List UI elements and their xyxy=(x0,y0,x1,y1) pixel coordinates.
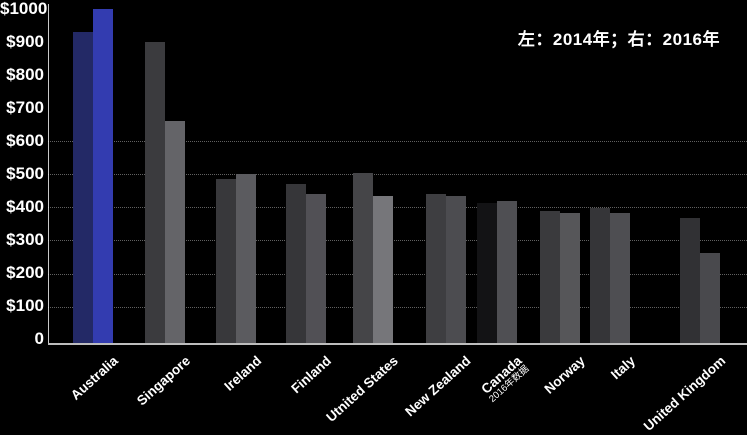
gridline-300 xyxy=(48,240,747,242)
x-label-italy: Italy xyxy=(608,353,638,382)
x-label-text: Italy xyxy=(607,353,639,383)
y-tick-label: $400 xyxy=(6,197,44,216)
x-label-canada: Canada 2016年数据 xyxy=(478,353,532,405)
x-label-text: United Kingdom xyxy=(640,353,729,434)
gridline-500 xyxy=(48,174,747,175)
bar-ireland-2016 xyxy=(236,174,256,343)
gridline-200 xyxy=(48,273,747,275)
y-tick-label: $300 xyxy=(6,230,44,249)
bar-australia-2014 xyxy=(73,32,93,343)
bar-finland-2014 xyxy=(286,184,306,343)
x-label-text: Norway xyxy=(541,353,589,397)
y-tick-label: $600 xyxy=(6,131,44,150)
x-label-text: Ireland xyxy=(221,353,265,394)
x-label-ireland: Ireland xyxy=(221,353,264,394)
x-axis-line xyxy=(48,343,747,345)
x-label-new-zealand: New Zealand xyxy=(403,353,474,419)
y-tick-label: $200 xyxy=(6,263,44,282)
x-label-utnited-states: Utnited States xyxy=(324,353,401,425)
y-tick-label: $1000 xyxy=(0,0,48,18)
bar-singapore-2014 xyxy=(145,42,165,343)
x-label-text: Finland xyxy=(288,353,335,397)
bar-united-kingdom-2016 xyxy=(700,253,720,343)
y-axis-line xyxy=(48,4,49,344)
x-label-norway: Norway xyxy=(542,353,588,397)
bar-united-kingdom-2014 xyxy=(680,218,700,343)
y-tick-label: $100 xyxy=(6,296,44,315)
bar-utnited-states-2016 xyxy=(373,196,393,343)
x-label-australia: Australia xyxy=(68,353,121,403)
bar-italy-2014 xyxy=(590,208,610,343)
bar-australia-2016 xyxy=(93,9,113,343)
y-tick-label: $800 xyxy=(6,65,44,84)
y-tick-label: 0 xyxy=(34,329,44,348)
gridline-600 xyxy=(48,140,747,142)
bar-new-zealand-2016 xyxy=(446,196,466,343)
x-label-text: New Zealand xyxy=(402,353,475,420)
bar-norway-2016 xyxy=(560,213,580,343)
x-label-text: Singapore xyxy=(133,353,194,409)
x-label-text: Australia xyxy=(68,353,122,403)
bar-norway-2014 xyxy=(540,211,560,343)
y-tick-label: $500 xyxy=(6,164,44,183)
bar-finland-2016 xyxy=(306,194,326,343)
bar-canada-2016 xyxy=(497,201,517,343)
x-label-text: Utnited States xyxy=(323,353,402,425)
bar-italy-2016 xyxy=(610,213,630,343)
x-label-singapore: Singapore xyxy=(134,353,193,408)
y-tick-label: $900 xyxy=(6,32,44,51)
legend-annotation: 左：2014年；右：2016年 xyxy=(517,30,720,49)
x-label-finland: Finland xyxy=(288,353,334,396)
bar-utnited-states-2014 xyxy=(353,173,373,343)
bar-singapore-2016 xyxy=(165,121,185,343)
bar-ireland-2014 xyxy=(216,179,236,343)
x-label-united-kingdom: United Kingdom xyxy=(641,353,729,434)
bar-new-zealand-2014 xyxy=(426,194,446,343)
y-tick-label: $700 xyxy=(6,98,44,117)
gridline-100 xyxy=(48,306,747,308)
bar-canada-2014 xyxy=(477,203,497,343)
gridline-400 xyxy=(48,207,747,209)
